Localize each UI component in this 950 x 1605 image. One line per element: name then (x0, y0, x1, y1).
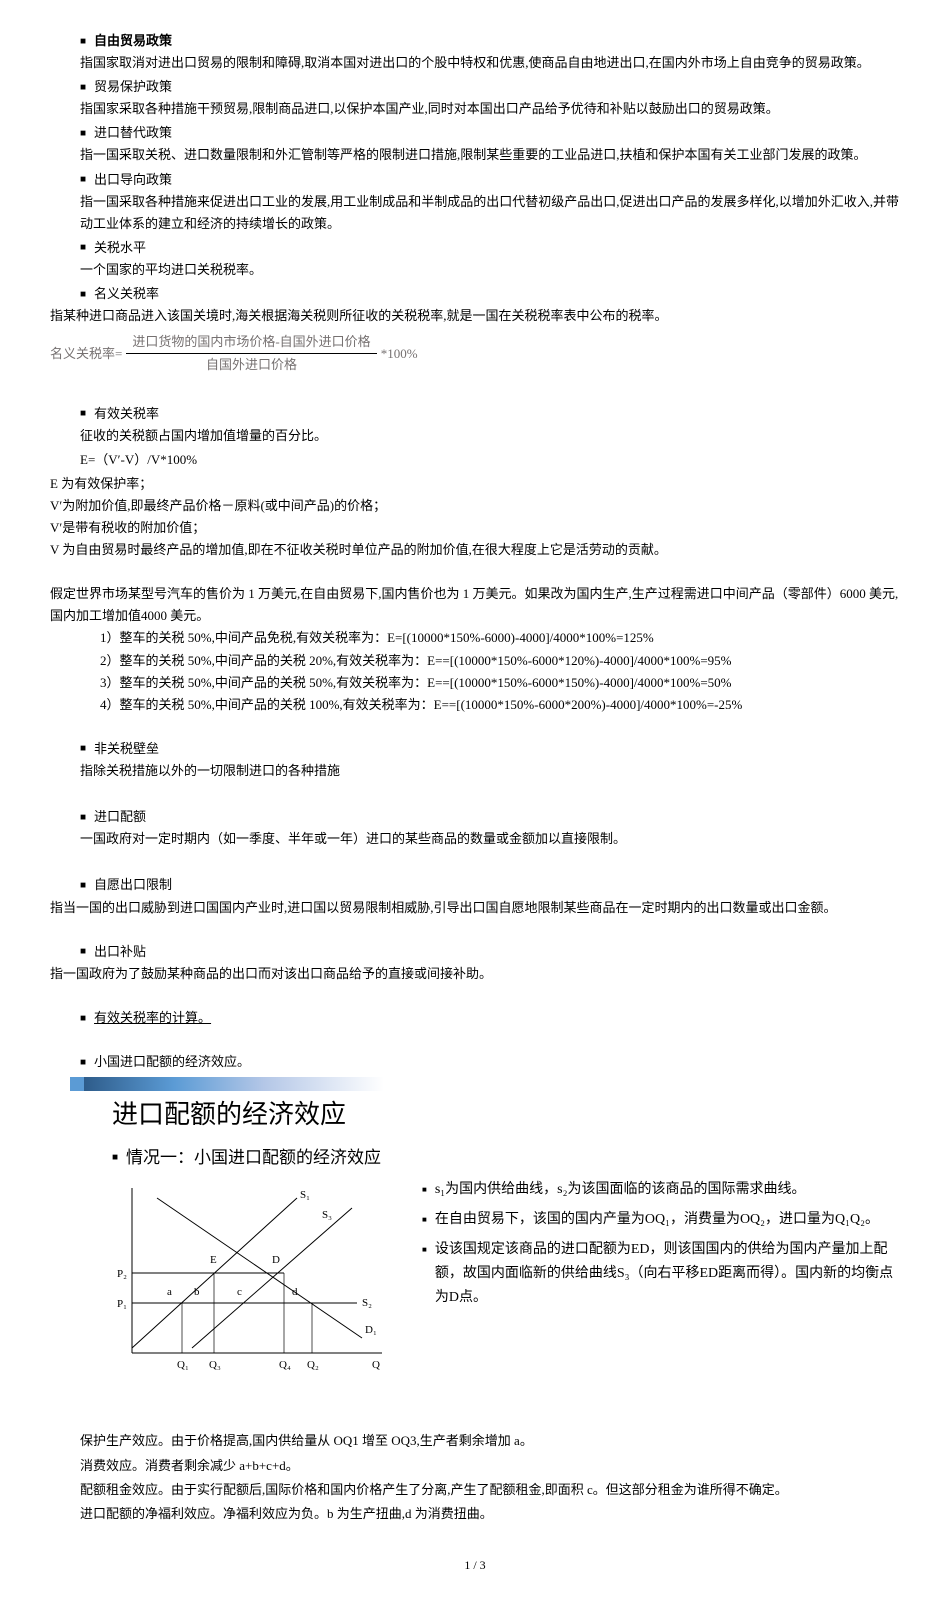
h-export-oriented: 出口导向政策 (80, 169, 900, 191)
calc-2: 2）整车的关税 50%,中间产品的关税 20%,有效关税率为：E==[(1000… (100, 650, 900, 672)
d-import-quota: 一国政府对一定时期内（如一季度、半年或一年）进口的某些商品的数量或金额加以直接限… (80, 828, 900, 850)
h-ver: 自愿出口限制 (80, 874, 900, 896)
blue-divider (70, 1077, 900, 1091)
page-number: 1 / 3 (50, 1555, 900, 1575)
note-1: s₁为国内供给曲线，s₂为该国面临的该商品的国际需求曲线。 (435, 1178, 806, 1202)
footer-3: 配额租金效应。由于实行配额后,国际价格和国内价格产生了分离,产生了配额租金,即面… (80, 1479, 900, 1501)
d-protect: 指国家采取各种措施干预贸易,限制商品进口,以保护本国产业,同时对本国出口产品给予… (80, 98, 900, 120)
eq-line-2: V′是带有税收的附加价值； (50, 517, 900, 539)
eq-line-0: E 为有效保护率； (50, 473, 900, 495)
d-free-trade: 指国家取消对进出口贸易的限制和障碍,取消本国对进出口的个股中特权和优惠,使商品自… (80, 52, 900, 74)
eq-line-1: V′为附加价值,即最终产品价格－原料(或中间产品)的价格； (50, 495, 900, 517)
h-free-trade: 自由贸易政策 (80, 30, 900, 52)
lbl-Q: Q (372, 1359, 380, 1371)
h-protect: 贸易保护政策 (80, 76, 900, 98)
lbl-D1: D₁ (365, 1324, 377, 1336)
d-tariff-level: 一个国家的平均进口关税税率。 (80, 259, 900, 281)
note-2: 在自由贸易下，该国的国内产量为OQ₁，消费量为OQ₂，进口量为Q₁Q₂。 (435, 1208, 879, 1232)
lbl-E: E (210, 1254, 217, 1266)
lbl-P1: P₁ (117, 1298, 127, 1310)
quota-diagram: S₁ S₃ D₁ P₂ P₁ S₂ E D a b c d Q₁ Q₃ Q₄ Q… (112, 1178, 402, 1378)
d-ver: 指当一国的出口威胁到进口国国内产业时,进口国以贸易限制相威胁,引导出口国自愿地限… (50, 897, 900, 919)
lbl-Q2: Q₂ (307, 1359, 319, 1371)
calc-4: 4）整车的关税 50%,中间产品的关税 100%,有效关税率为：E==[(100… (100, 694, 900, 716)
h-small-country: 小国进口配额的经济效应。 (80, 1051, 900, 1073)
formula-nominal: 名义关税率= 进口货物的国内市场价格-自国外进口价格 自国外进口价格 *100% (50, 331, 900, 376)
lbl-S2: S₂ (362, 1297, 372, 1309)
d-nominal-rate: 指某种进口商品进入该国关境时,海关根据海关税则所征收的关税税率,就是一国在关税税… (50, 305, 900, 327)
lbl-Q4: Q₄ (279, 1359, 291, 1371)
h-export-subsidy: 出口补贴 (80, 941, 900, 963)
eq-e: E=（V′-V）/V*100% (80, 449, 900, 471)
lbl-d: d (292, 1286, 298, 1298)
h-nominal-rate: 名义关税率 (80, 283, 900, 305)
footer-1: 保护生产效应。由于价格提高,国内供给量从 OQ1 增至 OQ3,生产者剩余增加 … (80, 1430, 900, 1452)
h-import-sub: 进口替代政策 (80, 122, 900, 144)
h-effective-rate: 有效关税率 (80, 403, 900, 425)
d-import-sub: 指一国采取关税、进口数量限制和外汇管制等严格的限制进口措施,限制某些重要的工业品… (80, 144, 900, 166)
h-import-quota: 进口配额 (80, 806, 900, 828)
calc-3: 3）整车的关税 50%,中间产品的关税 50%,有效关税率为：E==[(1000… (100, 672, 900, 694)
footer-4: 进口配额的净福利效应。净福利效应为负。b 为生产扭曲,d 为消费扭曲。 (80, 1503, 900, 1525)
d-export-oriented: 指一国采取各种措施来促进出口工业的发展,用工业制成品和半制成品的出口代替初级产品… (80, 191, 900, 235)
lbl-Q1: Q₁ (177, 1359, 189, 1371)
d-non-tariff: 指除关税措施以外的一切限制进口的各种措施 (80, 760, 900, 782)
example-intro: 假定世界市场某型号汽车的售价为 1 万美元,在自由贸易下,国内售价也为 1 万美… (50, 583, 900, 627)
lbl-c: c (237, 1286, 242, 1298)
chart-notes: s₁为国内供给曲线，s₂为该国面临的该商品的国际需求曲线。 在自由贸易下，该国的… (422, 1178, 900, 1378)
h-tariff-level: 关税水平 (80, 237, 900, 259)
d-effective-rate: 征收的关税额占国内增加值增量的百分比。 (80, 425, 900, 447)
chart-container: S₁ S₃ D₁ P₂ P₁ S₂ E D a b c d Q₁ Q₃ Q₄ Q… (112, 1178, 900, 1378)
lbl-b: b (194, 1286, 200, 1298)
eq-line-3: V 为自由贸易时最终产品的增加值,即在不征收关税时单位产品的附加价值,在很大程度… (50, 539, 900, 561)
lbl-S1: S₁ (300, 1189, 310, 1201)
lbl-a: a (167, 1286, 172, 1298)
chart-subtitle: 情况一：小国进口配额的经济效应 (112, 1144, 900, 1173)
h-erp-calc: 有效关税率的计算。 (80, 1007, 900, 1029)
note-3: 设该国规定该商品的进口配额为ED，则该国国内的供给为国内产量加上配额，故国内面临… (435, 1238, 900, 1309)
lbl-D: D (272, 1254, 280, 1266)
chart-main-title: 进口配额的经济效应 (112, 1093, 900, 1137)
calc-1: 1）整车的关税 50%,中间产品免税,有效关税率为：E=[(10000*150%… (100, 627, 900, 649)
footer-2: 消费效应。消费者剩余减少 a+b+c+d。 (80, 1455, 900, 1477)
lbl-S3: S₃ (322, 1209, 332, 1221)
lbl-Q3: Q₃ (209, 1359, 221, 1371)
d-export-subsidy: 指一国政府为了鼓励某种商品的出口而对该出口商品给予的直接或间接补助。 (50, 963, 900, 985)
h-non-tariff: 非关税壁垒 (80, 738, 900, 760)
lbl-P2: P₂ (117, 1268, 127, 1280)
